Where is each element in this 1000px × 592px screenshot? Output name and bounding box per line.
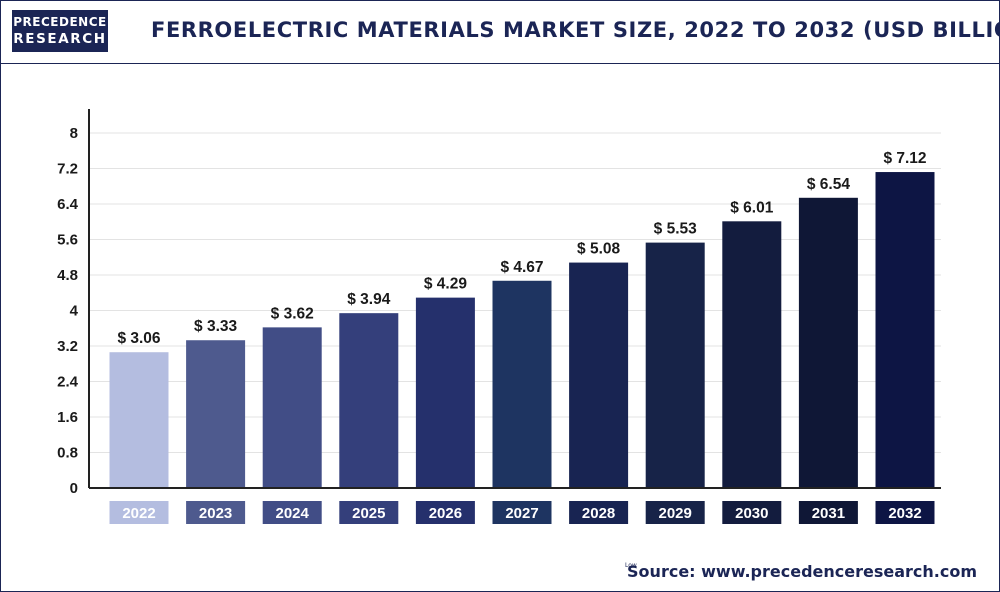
category-label: 2027 (505, 505, 538, 522)
bar-2030 (722, 221, 782, 488)
brand-logo: PRECEDENCE RESEARCH (12, 10, 108, 52)
y-tick-label: 5.6 (57, 232, 78, 249)
bar-2032 (875, 172, 935, 489)
value-label: $ 3.62 (271, 305, 314, 322)
value-label: $ 4.67 (500, 259, 543, 276)
value-label: $ 6.01 (730, 199, 773, 216)
value-label: $ 5.53 (654, 221, 697, 238)
source-tag: Low (625, 562, 637, 569)
y-axis-ticks: 0 0.8 1.6 2.4 3.2 4 4.8 5.6 6.4 7.2 8 (57, 125, 79, 497)
value-label: $ 6.54 (807, 176, 850, 193)
value-label: $ 3.33 (194, 318, 237, 335)
y-tick-label: 0 (70, 480, 78, 497)
category-label: 2025 (352, 505, 385, 522)
bar-2024 (262, 327, 322, 488)
category-label-bg (339, 501, 399, 524)
category-label: 2029 (659, 505, 692, 522)
bar-2025 (339, 313, 399, 488)
y-tick-label: 6.4 (57, 196, 79, 213)
bar-2027 (492, 280, 552, 488)
bars (109, 172, 935, 489)
y-tick-label: 2.4 (57, 374, 79, 391)
category-labels: 2022 2023 2024 2025 2026 2027 2028 2029 2030 2031… (109, 501, 935, 524)
y-tick-label: 1.6 (57, 409, 78, 426)
category-label-bg (492, 501, 552, 524)
category-label-bg (186, 501, 246, 524)
category-label-bg (415, 501, 475, 524)
value-labels: $ 3.06 $ 3.33 $ 3.62 $ 3.94 $ 4.29 $ 4.67 $ 5.… (117, 150, 926, 347)
category-label-bg (645, 501, 705, 524)
source-text: Source: www.precedenceresearch.com (627, 562, 977, 581)
category-label: 2031 (812, 505, 845, 522)
category-label: 2032 (888, 505, 921, 522)
category-label-bg (109, 501, 169, 524)
category-label-bg (262, 501, 322, 524)
value-label: $ 3.94 (347, 291, 390, 308)
value-label: $ 3.06 (117, 330, 160, 347)
category-label: 2026 (429, 505, 462, 522)
value-label: $ 7.12 (883, 150, 926, 167)
bar-2031 (798, 197, 858, 488)
chart-title: FERROELECTRIC MATERIALS MARKET SIZE, 202… (151, 18, 1000, 42)
category-label-bg (875, 501, 935, 524)
bar-2023 (186, 340, 246, 488)
y-tick-label: 7.2 (57, 161, 78, 178)
y-tick-label: 8 (70, 125, 78, 142)
category-label: 2028 (582, 505, 615, 522)
bar-2029 (645, 242, 705, 488)
y-tick-label: 4 (70, 303, 79, 320)
category-label-bg (722, 501, 782, 524)
logo-line-2: RESEARCH (13, 31, 107, 47)
category-label: 2022 (122, 505, 155, 522)
value-label: $ 4.29 (424, 276, 467, 293)
bar-2028 (569, 262, 629, 488)
category-label-bg (798, 501, 858, 524)
value-label: $ 5.08 (577, 241, 620, 258)
bar-2022 (109, 352, 169, 488)
y-tick-label: 4.8 (57, 267, 78, 284)
y-tick-label: 0.8 (57, 445, 78, 462)
header: PRECEDENCE RESEARCH FERROELECTRIC MATERI… (1, 1, 1000, 64)
y-tick-label: 3.2 (57, 338, 78, 355)
logo-line-1: PRECEDENCE (13, 15, 107, 29)
category-label: 2030 (735, 505, 768, 522)
category-label: 2023 (199, 505, 232, 522)
bar-2026 (415, 297, 475, 488)
category-label-bg (569, 501, 629, 524)
category-label: 2024 (276, 505, 310, 522)
